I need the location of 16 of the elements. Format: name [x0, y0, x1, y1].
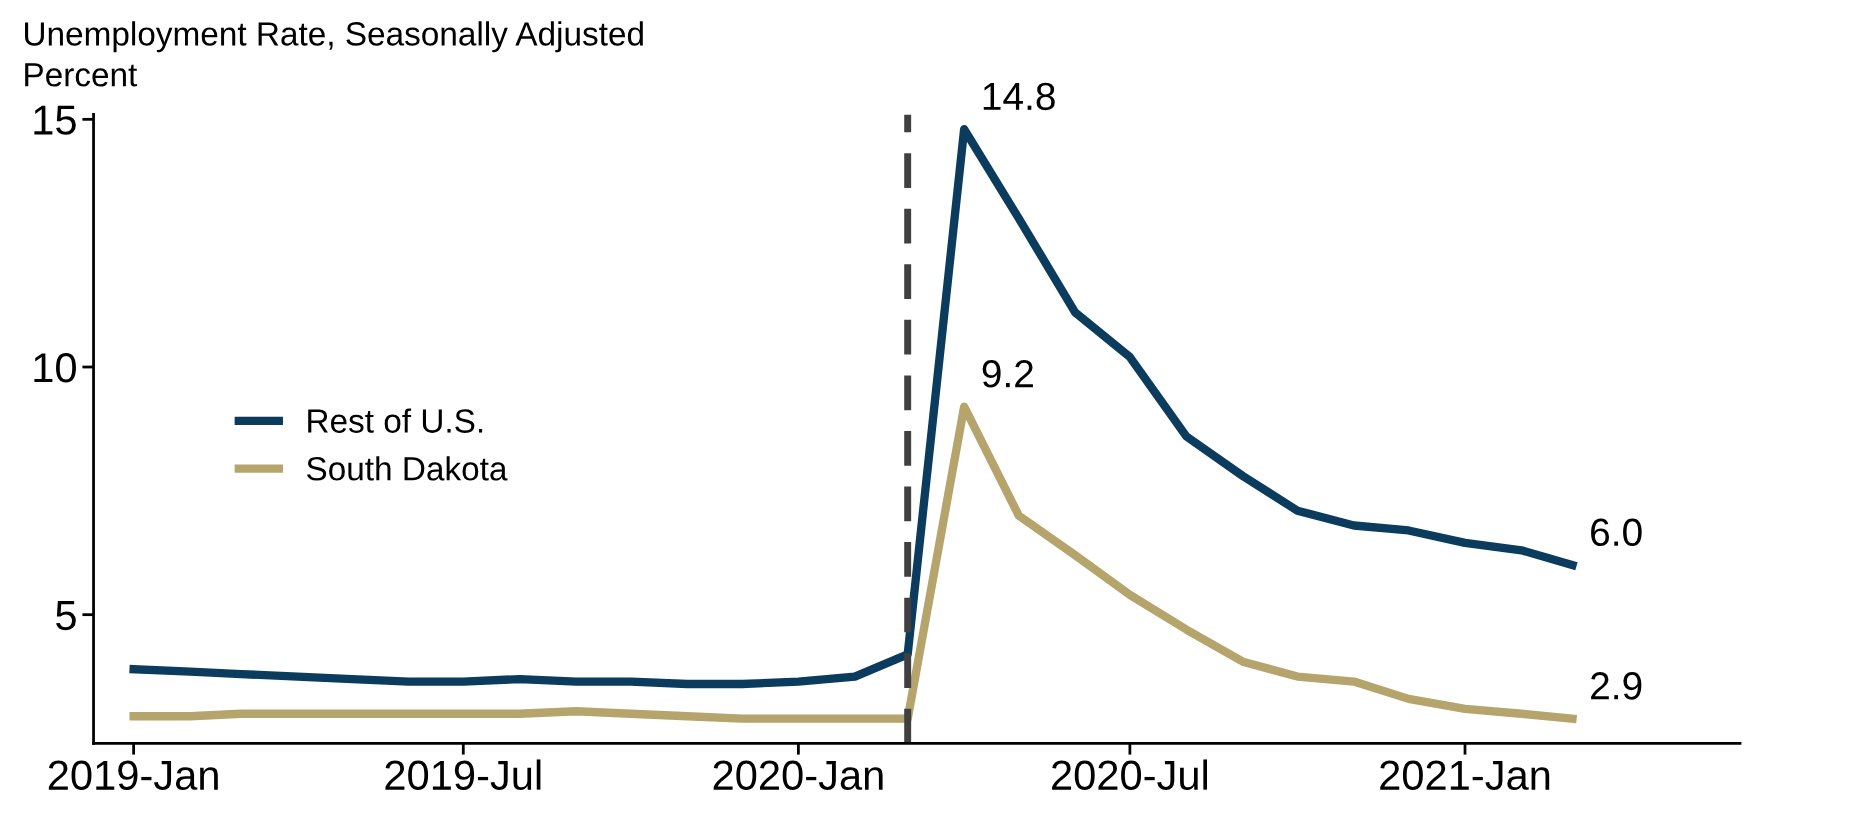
x-tick-label: 2019-Jul	[385, 759, 541, 791]
legend-label: Rest of U.S.	[308, 408, 483, 433]
y-tick-label: 15	[34, 105, 76, 135]
y-tick-label: 10	[34, 353, 76, 383]
legend-label: South Dakota	[306, 456, 508, 481]
annotation: 14.8	[983, 82, 1055, 111]
x-tick-label: 2021-Jan	[1380, 760, 1550, 791]
annotation: 6.0	[1591, 518, 1642, 547]
annotation: 9.2	[982, 360, 1033, 388]
x-tick-label: 2020-Jan	[713, 760, 883, 791]
x-tick-label: 2019-Jan	[48, 760, 218, 791]
chart-title: Unemployment Rate, Seasonally Adjusted	[25, 21, 643, 53]
annotation: 2.9	[1591, 672, 1642, 700]
chart-subtitle: Percent	[25, 63, 138, 87]
y-tick-label: 5	[56, 601, 76, 631]
x-tick-label: 2020-Jul	[1052, 759, 1208, 791]
